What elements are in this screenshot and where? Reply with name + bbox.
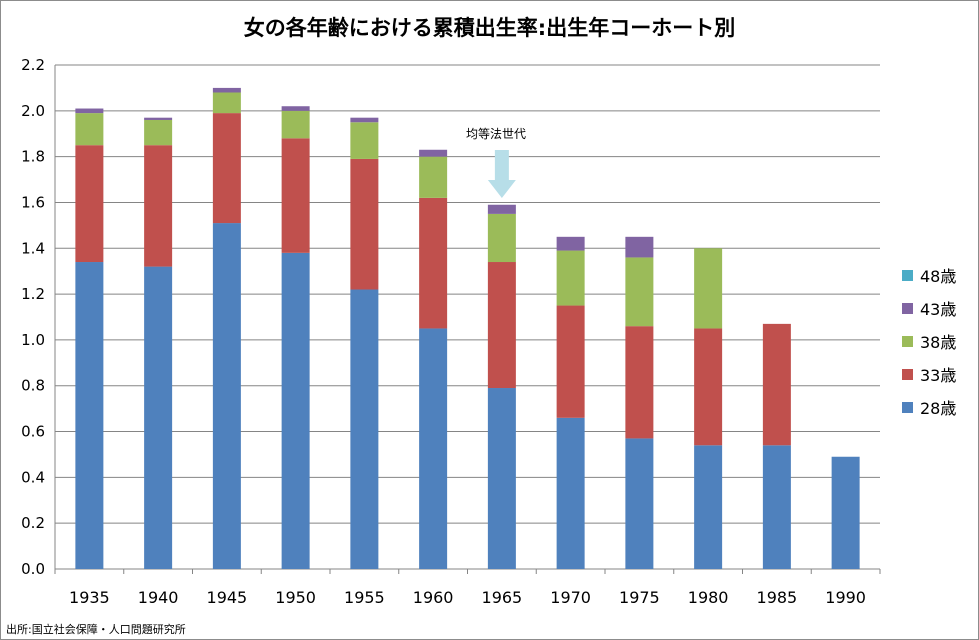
bar-1955-33歳: [350, 158, 379, 290]
bar-1955-43歳: [350, 117, 379, 123]
bar-1945-43歳: [212, 87, 241, 93]
x-tick-label: 1950: [275, 588, 316, 607]
x-tick-label: 1940: [138, 588, 179, 607]
y-tick-label: 1.2: [21, 285, 45, 303]
x-tick-label: 1980: [688, 588, 729, 607]
bar-1960-33歳: [419, 197, 448, 329]
bar-1940-33歳: [144, 145, 173, 267]
bar-1970-38歳: [556, 250, 585, 306]
legend-swatch: [902, 302, 913, 314]
bar-1950-38歳: [281, 110, 310, 139]
bar-1945-33歳: [212, 113, 241, 224]
bar-1935-33歳: [75, 145, 104, 263]
bar-1950-28歳: [281, 252, 310, 569]
bar-1965-28歳: [487, 388, 516, 569]
chart-title: 女の各年齢における累積出生率:出生年コーホート別: [243, 16, 736, 40]
bar-1935-43歳: [75, 108, 104, 114]
bar-1965-43歳: [487, 204, 516, 214]
legend-swatch: [902, 368, 913, 380]
bar-1950-33歳: [281, 138, 310, 253]
y-tick-label: 1.4: [21, 239, 45, 257]
x-tick-label: 1935: [69, 588, 110, 607]
bar-1955-28歳: [350, 289, 379, 569]
legend-item: 48歳: [902, 264, 956, 286]
y-tick-label: 1.6: [21, 193, 45, 211]
bar-1965-38歳: [487, 213, 516, 263]
bar-1975-43歳: [625, 236, 654, 258]
x-tick-label: 1945: [207, 588, 248, 607]
y-tick-label: 0.0: [21, 560, 45, 578]
bar-1960-28歳: [419, 328, 448, 569]
x-tick-label: 1965: [482, 588, 523, 607]
y-tick-label: 0.8: [21, 377, 45, 395]
legend-label: 38歳: [920, 333, 957, 352]
bar-1955-38歳: [350, 122, 379, 159]
bar-1945-28歳: [212, 223, 241, 569]
legend-item: 38歳: [902, 330, 956, 352]
x-tick-label: 1970: [550, 588, 591, 607]
bar-1935-28歳: [75, 262, 104, 569]
x-tick-label: 1955: [344, 588, 385, 607]
annotation-label: 均等法世代: [466, 127, 527, 141]
bar-1985-28歳: [762, 445, 791, 569]
legend-label: 33歳: [920, 366, 957, 385]
bar-1975-38歳: [625, 257, 654, 327]
bar-1980-33歳: [694, 328, 723, 446]
annotation-arrow: [487, 150, 516, 198]
bar-1985-33歳: [762, 323, 791, 446]
bar-1945-38歳: [212, 92, 241, 114]
bar-1990-28歳: [831, 456, 860, 569]
bar-1950-43歳: [281, 106, 310, 111]
y-tick-label: 1.8: [21, 148, 45, 166]
legend-item: 43歳: [902, 297, 956, 319]
x-tick-label: 1990: [825, 588, 866, 607]
bar-1965-33歳: [487, 262, 516, 389]
x-tick-label: 1985: [757, 588, 798, 607]
y-tick-label: 0.2: [21, 514, 45, 532]
bar-1960-38歳: [419, 156, 448, 198]
bar-1940-28歳: [144, 266, 173, 569]
bar-1970-43歳: [556, 236, 585, 251]
bar-1940-43歳: [144, 117, 173, 120]
legend-swatch: [902, 335, 913, 347]
bar-1960-43歳: [419, 149, 448, 157]
legend-swatch: [902, 401, 913, 413]
legend-item: 28歳: [902, 396, 956, 418]
bar-1975-33歳: [625, 326, 654, 439]
x-tick-label: 1960: [413, 588, 454, 607]
y-tick-label: 1.0: [21, 331, 45, 349]
bar-1975-28歳: [625, 438, 654, 569]
bar-1940-38歳: [144, 119, 173, 146]
source-note: 出所:国立社会保障・人口問題研究所: [6, 623, 186, 636]
y-tick-label: 2.2: [21, 56, 45, 74]
legend-swatch: [902, 269, 913, 281]
bar-1970-33歳: [556, 305, 585, 418]
legend-label: 28歳: [920, 399, 957, 418]
bar-1935-38歳: [75, 113, 104, 146]
bar-1970-28歳: [556, 417, 585, 569]
y-tick-label: 0.4: [21, 468, 45, 486]
y-tick-label: 2.0: [21, 102, 45, 120]
legend-item: 33歳: [902, 363, 956, 385]
legend-label: 48歳: [920, 267, 957, 286]
bar-1980-38歳: [694, 248, 723, 329]
legend-label: 43歳: [920, 300, 957, 319]
y-tick-label: 0.6: [21, 423, 45, 441]
x-tick-label: 1975: [619, 588, 660, 607]
bar-1980-28歳: [694, 445, 723, 569]
